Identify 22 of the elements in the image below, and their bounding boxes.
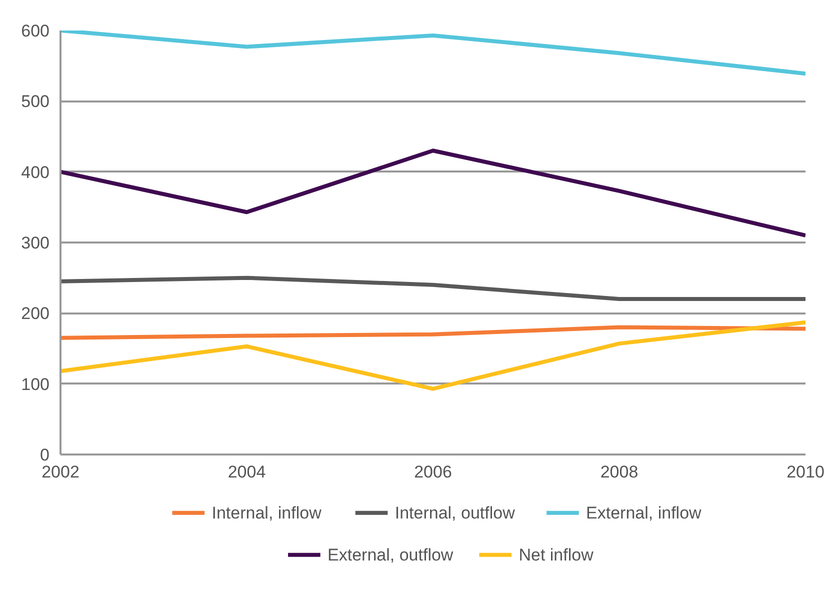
x-tick-label: 2004 [228, 462, 266, 482]
y-tick-label: 400 [21, 162, 50, 182]
x-tick-label: 2002 [42, 462, 80, 482]
y-tick-label: 100 [21, 374, 50, 394]
legend-label: External, inflow [586, 503, 702, 522]
legend-label: Internal, inflow [212, 503, 322, 522]
y-tick-label: 0 [40, 446, 50, 464]
legend-label: Internal, outflow [394, 503, 516, 522]
legend-label: Net inflow [518, 545, 594, 564]
x-tick-label: 2008 [600, 462, 638, 482]
x-tick-label: 2006 [414, 462, 452, 482]
x-tick-label: 2010 [786, 462, 824, 482]
legend-label: External, outflow [328, 545, 454, 564]
y-tick-label: 300 [21, 234, 50, 252]
line-series [60, 30, 806, 76]
line-series [60, 320, 806, 391]
y-tick-label: 600 [21, 22, 50, 40]
line-series [60, 276, 806, 302]
y-tick-label: 200 [21, 304, 50, 324]
line-series [60, 325, 806, 340]
line-series [60, 148, 806, 238]
y-tick-label: 500 [21, 92, 50, 112]
